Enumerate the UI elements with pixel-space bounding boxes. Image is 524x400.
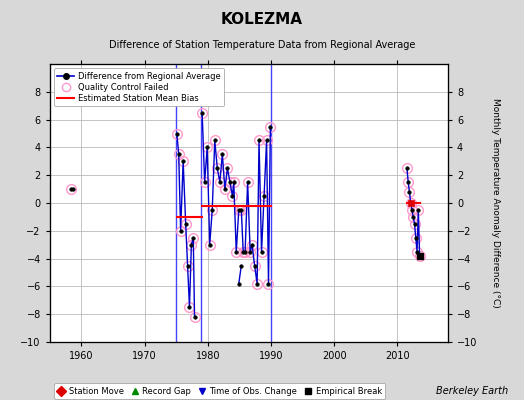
Legend: Station Move, Record Gap, Time of Obs. Change, Empirical Break: Station Move, Record Gap, Time of Obs. C… (54, 383, 385, 399)
Text: Berkeley Earth: Berkeley Earth (436, 386, 508, 396)
Y-axis label: Monthly Temperature Anomaly Difference (°C): Monthly Temperature Anomaly Difference (… (492, 98, 500, 308)
Text: Difference of Station Temperature Data from Regional Average: Difference of Station Temperature Data f… (109, 40, 415, 50)
Text: KOLEZMA: KOLEZMA (221, 12, 303, 27)
